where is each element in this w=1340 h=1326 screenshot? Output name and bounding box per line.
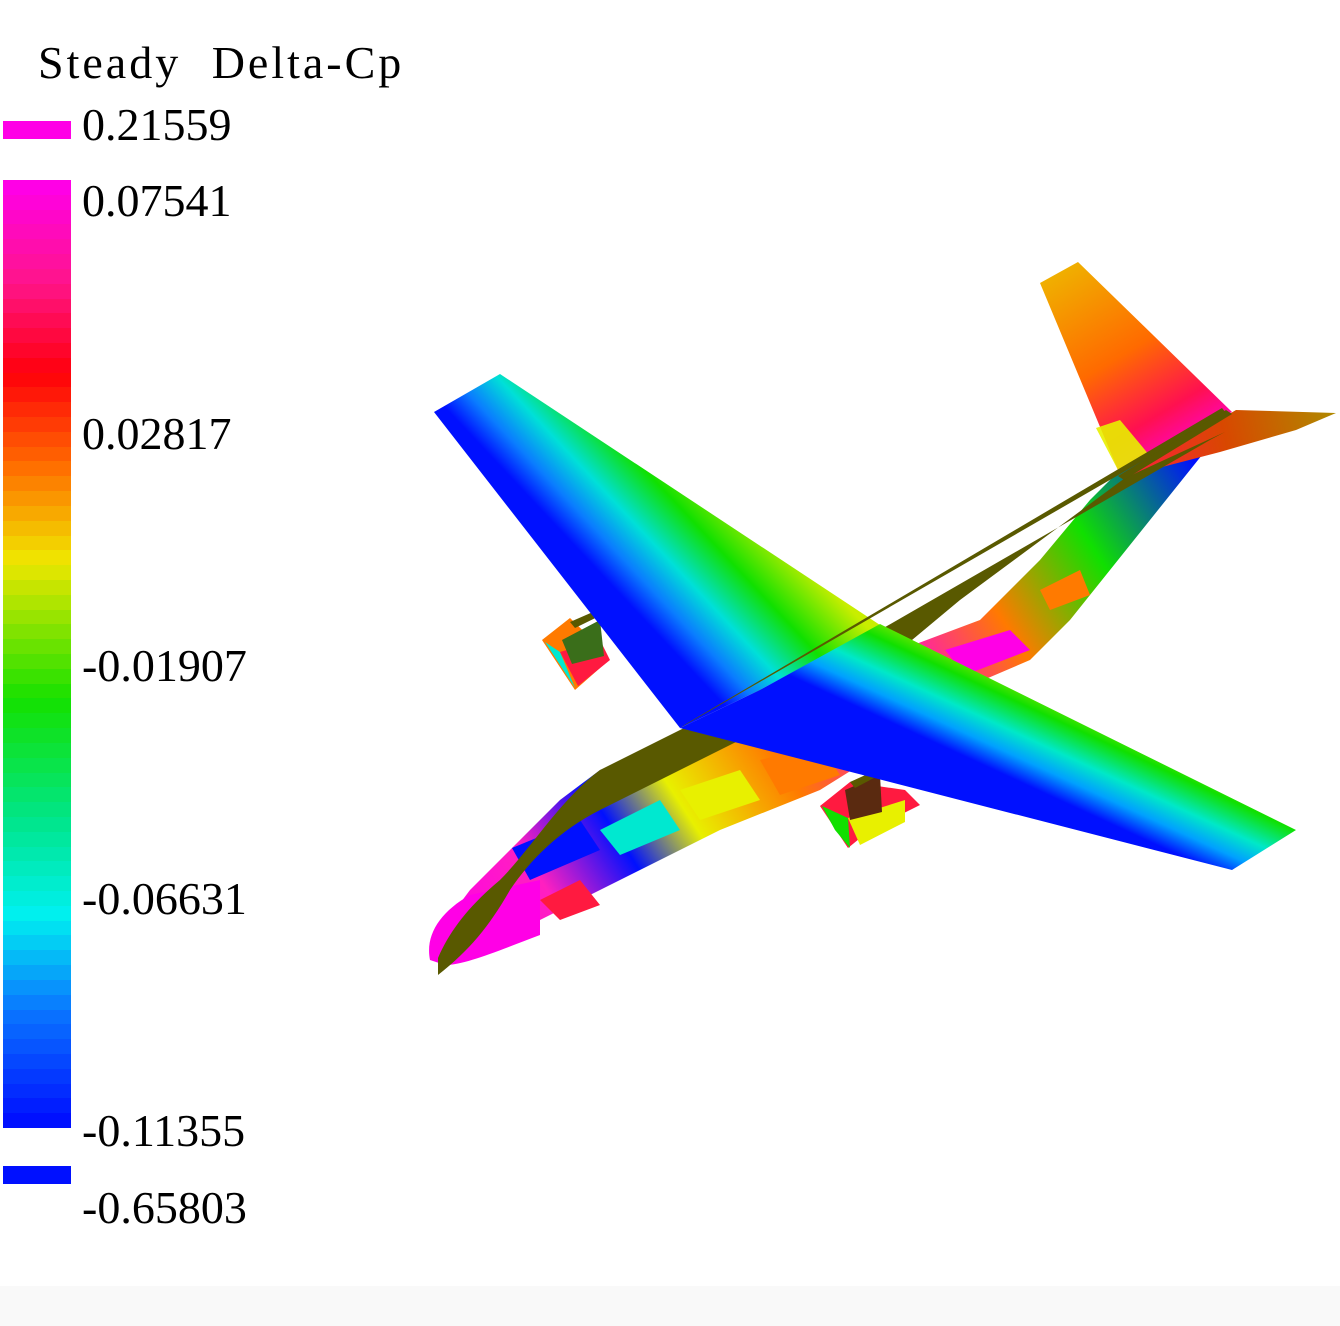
color-band [3,1024,71,1040]
color-band [3,861,71,877]
right-wing [434,374,880,728]
overflow-max-label: 0.21559 [82,99,232,150]
tick-label-3: -0.01907 [82,640,247,691]
color-band [3,802,71,817]
color-band [3,520,71,536]
bottom-strip [0,1286,1340,1326]
color-band [3,491,71,506]
color-band [3,535,71,551]
legend-title: Steady Delta-Cp [38,37,405,88]
tick-label-4: -0.06631 [82,873,247,924]
color-band [3,180,71,195]
color-band [3,298,71,314]
color-band [3,283,71,299]
overflow-min-label: -0.65803 [82,1182,247,1233]
color-band [3,1039,71,1054]
tick-label-5: -0.11355 [82,1105,246,1156]
color-band [3,683,71,699]
left-wing [680,624,1296,870]
color-band [3,1098,71,1114]
color-band [3,668,71,684]
color-band [3,594,71,610]
color-band [3,728,71,743]
color-band [3,1113,71,1128]
vertical-fin-root [1096,420,1150,470]
color-band [3,1009,71,1025]
color-band [3,1053,71,1069]
color-band [3,387,71,403]
color-band [3,565,71,580]
horizontal-tail [1120,410,1336,478]
wing-spar [680,408,1226,728]
color-band [3,268,71,284]
color-band [3,579,71,595]
color-band [3,461,71,477]
tail-spar [1118,410,1232,480]
color-band [3,357,71,373]
color-band [3,654,71,669]
color-band [3,935,71,951]
color-band [3,994,71,1010]
color-band [3,639,71,654]
color-band [3,742,71,758]
color-band [3,239,71,255]
color-band [3,831,71,847]
color-band [3,372,71,388]
color-band [3,698,71,714]
color-band [3,431,71,447]
color-band [3,328,71,343]
color-band [3,757,71,773]
color-band [3,905,71,921]
color-band [3,342,71,358]
overflow-max-swatch [3,121,71,139]
color-band [3,787,71,803]
color-band [3,876,71,891]
color-band [3,505,71,521]
color-band [3,816,71,832]
color-band [3,1083,71,1099]
color-band [3,965,71,980]
tick-label-1: 0.07541 [82,175,232,226]
fuselage-side-rear [900,420,1230,700]
color-band [3,609,71,625]
color-band [3,417,71,432]
color-band [3,979,71,995]
color-band [3,713,71,729]
color-band [3,950,71,966]
color-band [3,891,71,906]
tick-label-2: 0.02817 [82,408,232,459]
color-band [3,1068,71,1084]
color-band [3,846,71,862]
color-band [3,476,71,492]
vertical-fin [1040,262,1232,470]
color-band [3,194,71,210]
color-band [3,624,71,640]
color-band [3,550,71,566]
color-band [3,224,71,240]
overflow-min-swatch [3,1166,71,1184]
color-scale-bar [3,180,71,1128]
color-band [3,209,71,225]
color-band [3,402,71,417]
color-band [3,313,71,329]
color-band [3,446,71,462]
color-band [3,772,71,788]
color-band [3,920,71,936]
color-band [3,254,71,269]
